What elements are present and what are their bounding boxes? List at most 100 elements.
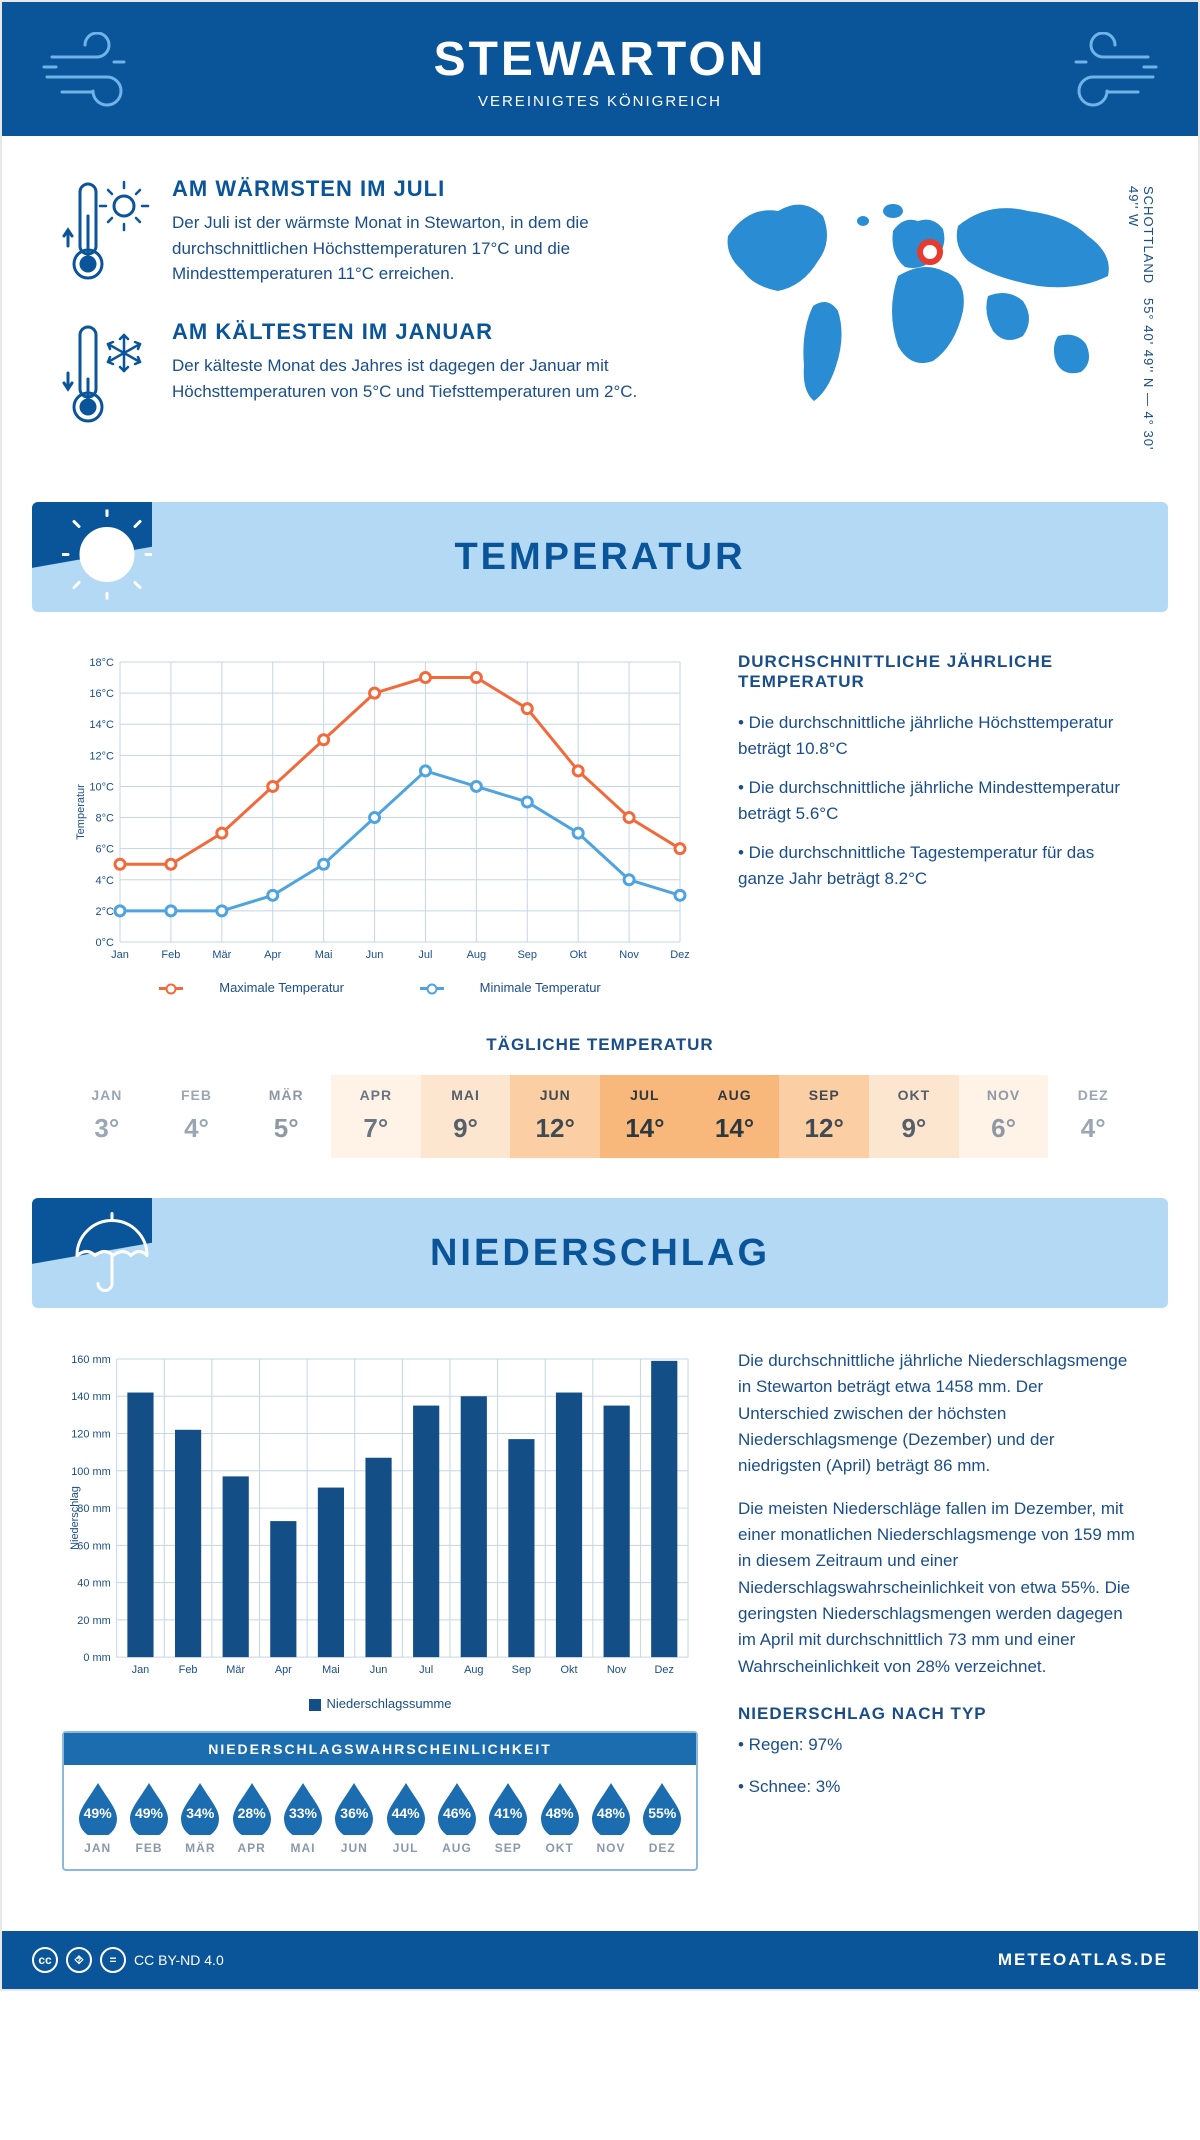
prob-cell: 49% FEB	[123, 1779, 174, 1855]
prob-cell: 46% AUG	[431, 1779, 482, 1855]
fact-title: AM WÄRMSTEN IM JULI	[172, 176, 658, 202]
sun-icon	[62, 510, 152, 605]
drop-icon: 33%	[280, 1779, 326, 1835]
svg-text:Nov: Nov	[607, 1664, 627, 1676]
prob-cell: 34% MÄR	[175, 1779, 226, 1855]
daily-cell: MAI9°	[421, 1075, 511, 1158]
svg-text:Apr: Apr	[275, 1664, 292, 1676]
svg-text:Jul: Jul	[418, 949, 432, 961]
prob-cell: 36% JUN	[329, 1779, 380, 1855]
temperature-line-chart: 0°C2°C4°C6°C8°C10°C12°C14°C16°C18°CJanFe…	[62, 652, 698, 995]
chart-legend: Niederschlagssumme	[62, 1696, 698, 1711]
daily-cell: FEB4°	[152, 1075, 242, 1158]
fact-coldest: AM KÄLTESTEN IM JANUAR Der kälteste Mona…	[62, 319, 658, 434]
svg-text:Mär: Mär	[212, 949, 231, 961]
daily-cell: JAN3°	[62, 1075, 152, 1158]
daily-cell: DEZ4°	[1048, 1075, 1138, 1158]
header: STEWARTON VEREINIGTES KÖNIGREICH	[2, 2, 1198, 136]
wind-icon	[1048, 32, 1158, 117]
by-icon: ⯑	[66, 1947, 92, 1973]
svg-text:Feb: Feb	[161, 949, 180, 961]
chart-legend: .sw[style*='f26a3b']::after{border-color…	[62, 980, 698, 995]
footer: cc ⯑ = CC BY-ND 4.0 METEOATLAS.DE	[2, 1931, 1198, 1989]
svg-text:80 mm: 80 mm	[77, 1503, 110, 1515]
svg-text:Feb: Feb	[179, 1664, 198, 1676]
svg-text:10°C: 10°C	[89, 781, 114, 793]
drop-icon: 48%	[537, 1779, 583, 1835]
precip-summary: Die durchschnittliche jährliche Niedersc…	[738, 1348, 1138, 1871]
svg-text:20 mm: 20 mm	[77, 1615, 110, 1627]
svg-text:14°C: 14°C	[89, 719, 114, 731]
daily-cell: MÄR5°	[241, 1075, 331, 1158]
svg-text:Sep: Sep	[517, 949, 537, 961]
fact-warmest: AM WÄRMSTEN IM JULI Der Juli ist der wär…	[62, 176, 658, 291]
nd-icon: =	[100, 1947, 126, 1973]
svg-text:Jun: Jun	[366, 949, 384, 961]
daily-cell: JUL14°	[600, 1075, 690, 1158]
drop-icon: 46%	[434, 1779, 480, 1835]
svg-text:140 mm: 140 mm	[71, 1391, 110, 1403]
svg-text:Okt: Okt	[570, 949, 587, 961]
cc-icon: cc	[32, 1947, 58, 1973]
precip-bar-chart: 0 mm 20 mm 40 mm 60 mm 80 mm 100 mm 120 mm 140 …	[62, 1348, 698, 1688]
facts-row: AM WÄRMSTEN IM JULI Der Juli ist der wär…	[32, 166, 1168, 492]
svg-text:160 mm: 160 mm	[71, 1354, 110, 1366]
drop-icon: 36%	[331, 1779, 377, 1835]
svg-text:Jun: Jun	[370, 1664, 388, 1676]
svg-text:Jan: Jan	[111, 949, 129, 961]
svg-text:0 mm: 0 mm	[83, 1652, 110, 1664]
svg-text:Jul: Jul	[419, 1664, 433, 1676]
page-title: STEWARTON	[2, 32, 1198, 87]
drop-icon: 44%	[383, 1779, 429, 1835]
section-title: TEMPERATUR	[32, 536, 1168, 579]
svg-text:Sep: Sep	[512, 1664, 531, 1676]
svg-text:Nov: Nov	[619, 949, 639, 961]
location-marker	[920, 242, 940, 262]
svg-text:Dez: Dez	[670, 949, 690, 961]
svg-text:Apr: Apr	[264, 949, 281, 961]
svg-text:Dez: Dez	[655, 1664, 674, 1676]
svg-text:Mär: Mär	[226, 1664, 245, 1676]
daily-cell: AUG14°	[690, 1075, 780, 1158]
svg-text:18°C: 18°C	[89, 657, 114, 669]
svg-text:0°C: 0°C	[96, 937, 115, 949]
fact-text: Der kälteste Monat des Jahres ist dagege…	[172, 353, 658, 404]
coordinates: SCHOTTLAND 55° 40' 49'' N — 4° 30' 49'' …	[1126, 186, 1156, 462]
svg-text:Mai: Mai	[322, 1664, 340, 1676]
section-temperature: TEMPERATUR	[32, 502, 1168, 612]
prob-cell: 44% JUL	[380, 1779, 431, 1855]
drop-icon: 48%	[588, 1779, 634, 1835]
svg-text:100 mm: 100 mm	[71, 1466, 110, 1478]
prob-cell: 48% OKT	[534, 1779, 585, 1855]
svg-text:4°C: 4°C	[96, 875, 115, 887]
precip-probability: NIEDERSCHLAGSWAHRSCHEINLICHKEIT 49% JAN …	[62, 1731, 698, 1871]
svg-text:Jan: Jan	[132, 1664, 150, 1676]
thermometer-sun-icon	[62, 176, 152, 291]
svg-text:12°C: 12°C	[89, 750, 114, 762]
drop-icon: 49%	[126, 1779, 172, 1835]
world-map: SCHOTTLAND 55° 40' 49'' N — 4° 30' 49'' …	[698, 176, 1138, 462]
svg-text:Okt: Okt	[561, 1664, 578, 1676]
daily-cell: JUN12°	[510, 1075, 600, 1158]
svg-text:60 mm: 60 mm	[77, 1540, 110, 1552]
section-title: NIEDERSCHLAG	[32, 1232, 1168, 1275]
svg-text:40 mm: 40 mm	[77, 1578, 110, 1590]
drop-icon: 34%	[177, 1779, 223, 1835]
svg-text:Mai: Mai	[315, 949, 333, 961]
wind-icon	[42, 32, 152, 117]
svg-text:6°C: 6°C	[96, 844, 115, 856]
prob-cell: 49% JAN	[72, 1779, 123, 1855]
svg-text:16°C: 16°C	[89, 688, 114, 700]
section-precip: NIEDERSCHLAG	[32, 1198, 1168, 1308]
prob-cell: 28% APR	[226, 1779, 277, 1855]
prob-cell: 48% NOV	[585, 1779, 636, 1855]
daily-cell: APR7°	[331, 1075, 421, 1158]
daily-cell: NOV6°	[959, 1075, 1049, 1158]
prob-cell: 33% MAI	[277, 1779, 328, 1855]
svg-text:120 mm: 120 mm	[71, 1429, 110, 1441]
prob-cell: 41% SEP	[483, 1779, 534, 1855]
drop-icon: 55%	[639, 1779, 685, 1835]
license: cc ⯑ = CC BY-ND 4.0	[32, 1947, 224, 1973]
daily-temp-grid: JAN3°FEB4°MÄR5°APR7°MAI9°JUN12°JUL14°AUG…	[62, 1075, 1138, 1158]
svg-text:8°C: 8°C	[96, 813, 115, 825]
